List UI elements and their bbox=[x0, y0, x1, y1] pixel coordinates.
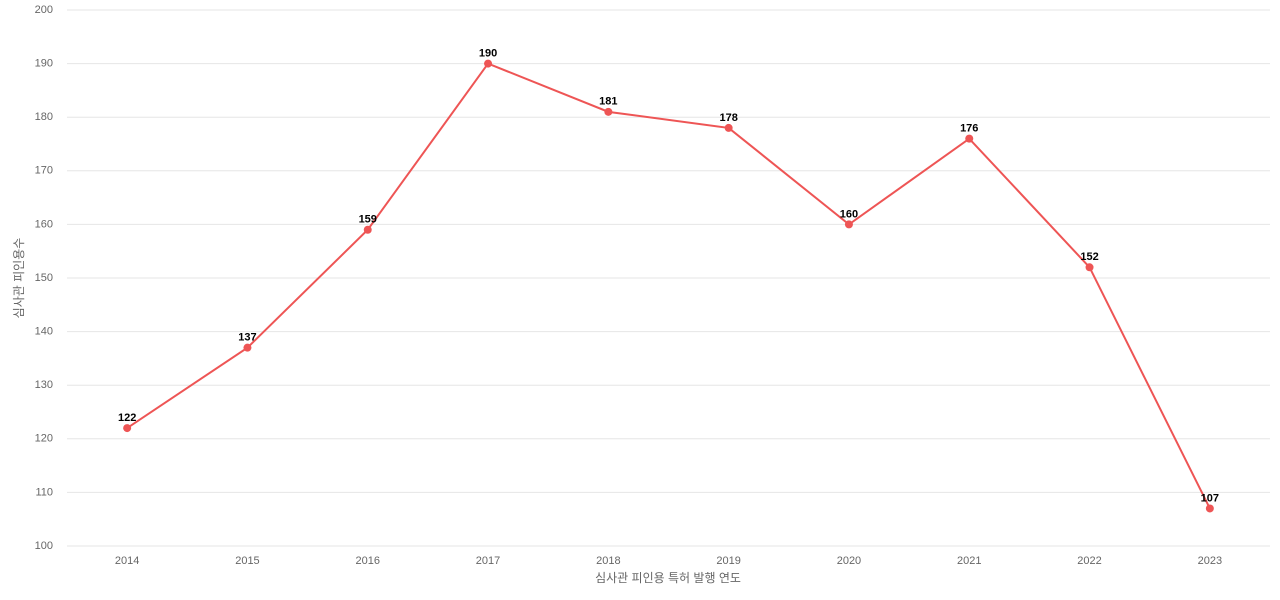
data-point bbox=[363, 225, 372, 234]
x-tick-label: 2023 bbox=[1198, 555, 1222, 567]
value-label: 152 bbox=[1080, 251, 1098, 263]
y-tick-label: 200 bbox=[35, 4, 53, 16]
x-tick-label: 2017 bbox=[476, 555, 500, 567]
value-label: 190 bbox=[479, 48, 497, 60]
data-point bbox=[1085, 263, 1094, 272]
y-tick-label: 130 bbox=[35, 379, 53, 391]
data-point bbox=[1205, 504, 1214, 513]
y-tick-label: 100 bbox=[35, 540, 53, 552]
value-label: 181 bbox=[599, 96, 617, 108]
y-tick-label: 110 bbox=[35, 486, 53, 498]
value-label: 137 bbox=[238, 332, 256, 344]
value-label: 176 bbox=[960, 123, 978, 135]
value-label: 122 bbox=[118, 412, 136, 424]
y-tick-label: 120 bbox=[35, 433, 53, 445]
data-line bbox=[126, 62, 1211, 509]
data-point bbox=[123, 424, 132, 433]
data-point bbox=[243, 343, 252, 352]
y-tick-label: 160 bbox=[35, 218, 53, 230]
value-label: 159 bbox=[359, 214, 377, 226]
x-tick-label: 2021 bbox=[957, 555, 981, 567]
data-point bbox=[844, 220, 853, 229]
x-tick-label: 2014 bbox=[115, 555, 139, 567]
y-tick-label: 190 bbox=[35, 58, 53, 70]
y-axis-title: 심사관 피인용수 bbox=[12, 238, 26, 319]
data-point bbox=[965, 134, 974, 143]
value-label: 107 bbox=[1201, 492, 1219, 504]
x-tick-label: 2020 bbox=[837, 555, 861, 567]
x-tick-label: 2022 bbox=[1077, 555, 1101, 567]
value-label: 178 bbox=[719, 112, 737, 124]
y-tick-label: 140 bbox=[35, 326, 53, 338]
x-tick-label: 2016 bbox=[356, 555, 380, 567]
data-point bbox=[724, 123, 733, 132]
x-tick-label: 2019 bbox=[716, 555, 740, 567]
data-point bbox=[604, 107, 613, 116]
y-tick-label: 170 bbox=[35, 165, 53, 177]
x-tick-label: 2018 bbox=[596, 555, 620, 567]
data-point bbox=[484, 59, 493, 68]
value-label: 160 bbox=[840, 208, 858, 220]
x-tick-label: 2015 bbox=[235, 555, 259, 567]
x-axis-title: 심사관 피인용 특허 발행 연도 bbox=[595, 570, 741, 585]
y-tick-label: 150 bbox=[35, 272, 53, 284]
y-tick-label: 180 bbox=[35, 111, 53, 123]
